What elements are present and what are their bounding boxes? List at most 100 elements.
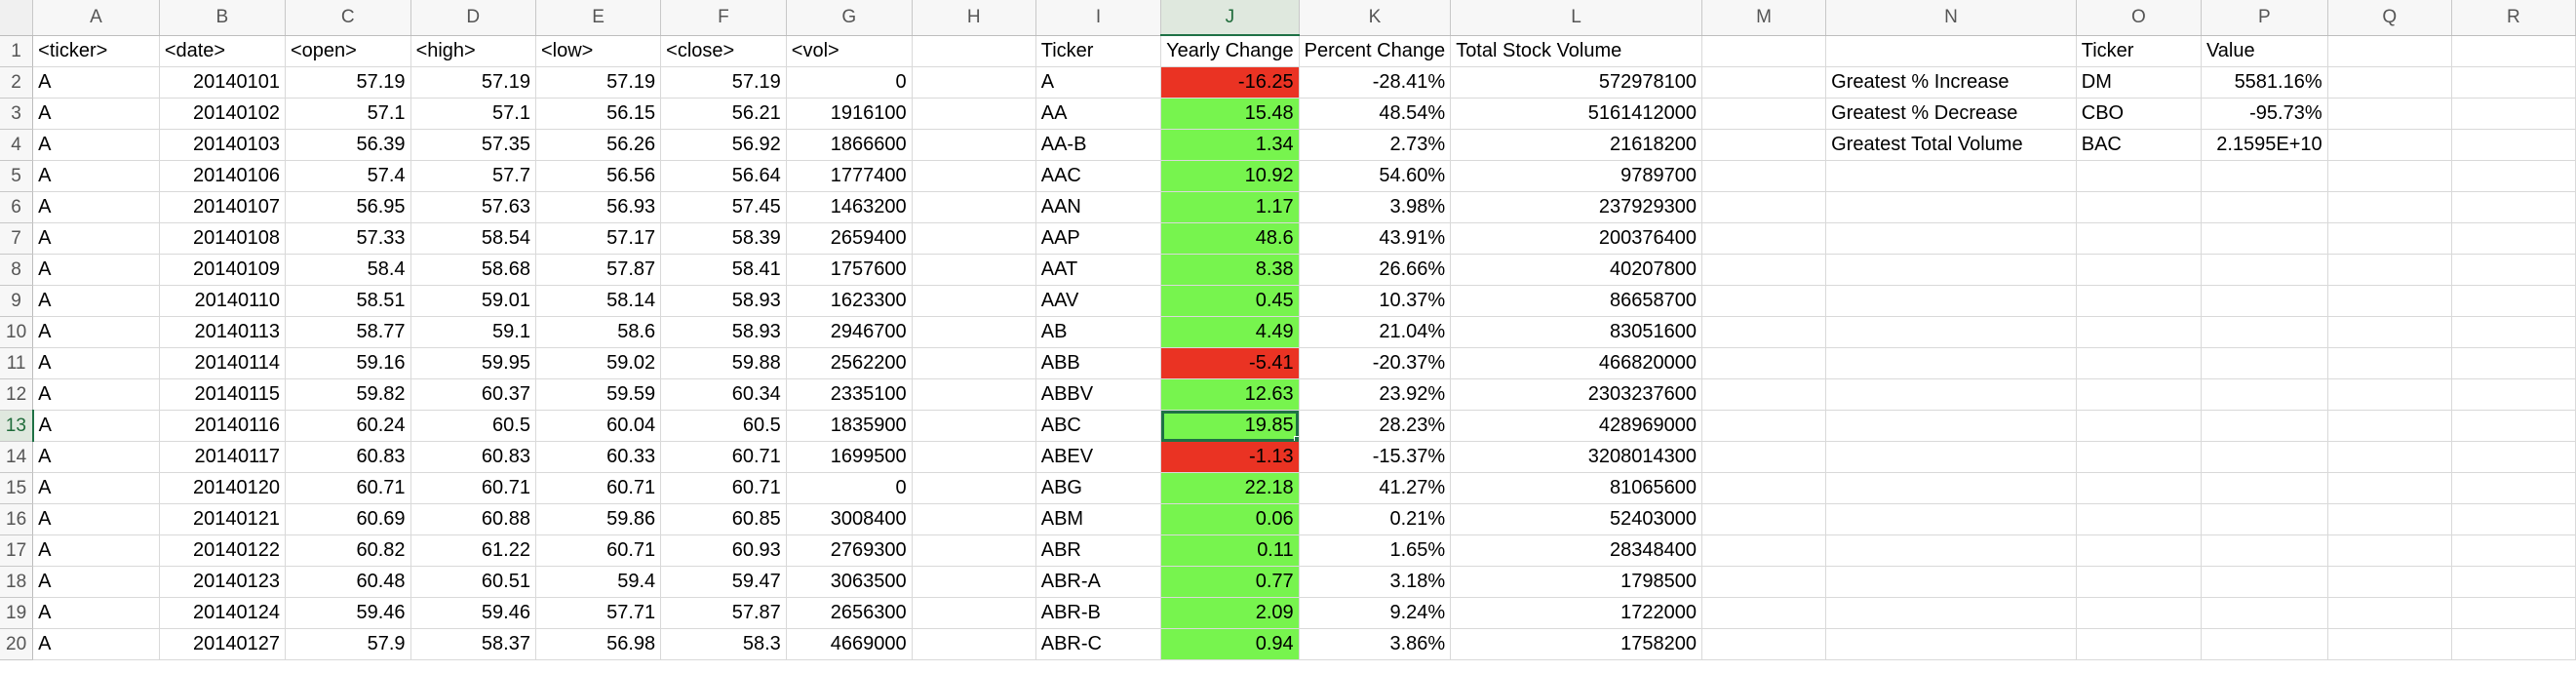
cell-h12[interactable] [912, 378, 1036, 411]
cell-q3[interactable] [2327, 98, 2452, 130]
cell-b18[interactable]: 20140123 [159, 566, 286, 598]
cell-p20[interactable] [2201, 628, 2328, 660]
cell-o3[interactable]: CBO [2076, 98, 2202, 130]
cell-b8[interactable]: 20140109 [159, 254, 286, 286]
cell-l14[interactable]: 3208014300 [1450, 441, 1702, 473]
cell-j14[interactable]: -1.13 [1160, 441, 1300, 473]
cell-b16[interactable]: 20140121 [159, 503, 286, 535]
cell-k14[interactable]: -15.37% [1299, 441, 1452, 473]
row-header[interactable]: 6 [0, 191, 34, 223]
cell-q9[interactable] [2327, 285, 2452, 317]
row-header[interactable]: 16 [0, 503, 34, 535]
cell-e17[interactable]: 60.71 [535, 534, 662, 567]
row-header[interactable]: 14 [0, 441, 34, 473]
cell-g10[interactable]: 2946700 [786, 316, 913, 348]
cell-i7[interactable]: AAP [1035, 222, 1162, 255]
cell-c13[interactable]: 60.24 [285, 410, 411, 442]
cell-h19[interactable] [912, 597, 1036, 629]
cell-c8[interactable]: 58.4 [285, 254, 411, 286]
cell-f11[interactable]: 59.88 [660, 347, 787, 379]
cell-c11[interactable]: 59.16 [285, 347, 411, 379]
cell-d5[interactable]: 57.7 [410, 160, 536, 192]
cell-j20[interactable]: 0.94 [1160, 628, 1300, 660]
cell-k2[interactable]: -28.41% [1299, 66, 1452, 99]
cell-k20[interactable]: 3.86% [1299, 628, 1452, 660]
cell-r10[interactable] [2451, 316, 2576, 348]
row-header[interactable]: 3 [0, 98, 34, 130]
cell-c2[interactable]: 57.19 [285, 66, 411, 99]
cell-e9[interactable]: 58.14 [535, 285, 662, 317]
cell-b20[interactable]: 20140127 [159, 628, 286, 660]
cell-n11[interactable] [1825, 347, 2077, 379]
cell-k9[interactable]: 10.37% [1299, 285, 1452, 317]
cell-q7[interactable] [2327, 222, 2452, 255]
cell-j8[interactable]: 8.38 [1160, 254, 1300, 286]
cell-q2[interactable] [2327, 66, 2452, 99]
cell-p3[interactable]: -95.73% [2201, 98, 2328, 130]
cell-k4[interactable]: 2.73% [1299, 129, 1452, 161]
cell-r14[interactable] [2451, 441, 2576, 473]
cell-h4[interactable] [912, 129, 1036, 161]
cell-h6[interactable] [912, 191, 1036, 223]
cell-p14[interactable] [2201, 441, 2328, 473]
cell-l15[interactable]: 81065600 [1450, 472, 1702, 504]
cell-i17[interactable]: ABR [1035, 534, 1162, 567]
cell-e1[interactable]: <low> [535, 35, 662, 67]
cell-g18[interactable]: 3063500 [786, 566, 913, 598]
cell-o10[interactable] [2076, 316, 2202, 348]
cell-f2[interactable]: 57.19 [660, 66, 787, 99]
cell-a15[interactable]: A [32, 472, 160, 504]
cell-m8[interactable] [1701, 254, 1827, 286]
column-header-n[interactable]: N [1825, 0, 2077, 36]
cell-l17[interactable]: 28348400 [1450, 534, 1702, 567]
cell-i9[interactable]: AAV [1035, 285, 1162, 317]
cell-n14[interactable] [1825, 441, 2077, 473]
cell-h10[interactable] [912, 316, 1036, 348]
cell-d2[interactable]: 57.19 [410, 66, 536, 99]
cell-h7[interactable] [912, 222, 1036, 255]
cell-m12[interactable] [1701, 378, 1827, 411]
cell-b6[interactable]: 20140107 [159, 191, 286, 223]
cell-g17[interactable]: 2769300 [786, 534, 913, 567]
cell-m13[interactable] [1701, 410, 1827, 442]
cell-c5[interactable]: 57.4 [285, 160, 411, 192]
cell-f19[interactable]: 57.87 [660, 597, 787, 629]
cell-i14[interactable]: ABEV [1035, 441, 1162, 473]
row-header[interactable]: 19 [0, 597, 34, 629]
cell-i20[interactable]: ABR-C [1035, 628, 1162, 660]
cell-l7[interactable]: 200376400 [1450, 222, 1702, 255]
cell-j15[interactable]: 22.18 [1160, 472, 1300, 504]
cell-h2[interactable] [912, 66, 1036, 99]
cell-p10[interactable] [2201, 316, 2328, 348]
cell-e11[interactable]: 59.02 [535, 347, 662, 379]
column-header-p[interactable]: P [2201, 0, 2328, 36]
column-header-b[interactable]: B [159, 0, 286, 36]
column-header-m[interactable]: M [1701, 0, 1827, 36]
cell-f17[interactable]: 60.93 [660, 534, 787, 567]
select-all-corner[interactable] [0, 0, 34, 36]
cell-e18[interactable]: 59.4 [535, 566, 662, 598]
cell-m16[interactable] [1701, 503, 1827, 535]
row-header[interactable]: 15 [0, 472, 34, 504]
cell-k3[interactable]: 48.54% [1299, 98, 1452, 130]
cell-k13[interactable]: 28.23% [1299, 410, 1452, 442]
column-header-d[interactable]: D [410, 0, 536, 36]
cell-l4[interactable]: 21618200 [1450, 129, 1702, 161]
cell-e8[interactable]: 57.87 [535, 254, 662, 286]
cell-e14[interactable]: 60.33 [535, 441, 662, 473]
cell-g8[interactable]: 1757600 [786, 254, 913, 286]
cell-e4[interactable]: 56.26 [535, 129, 662, 161]
cell-d10[interactable]: 59.1 [410, 316, 536, 348]
cell-j5[interactable]: 10.92 [1160, 160, 1300, 192]
cell-h18[interactable] [912, 566, 1036, 598]
cell-q15[interactable] [2327, 472, 2452, 504]
cell-c12[interactable]: 59.82 [285, 378, 411, 411]
cell-j4[interactable]: 1.34 [1160, 129, 1300, 161]
cell-r1[interactable] [2451, 35, 2576, 67]
cell-l16[interactable]: 52403000 [1450, 503, 1702, 535]
cell-m4[interactable] [1701, 129, 1827, 161]
cell-h1[interactable] [912, 35, 1036, 67]
cell-f20[interactable]: 58.3 [660, 628, 787, 660]
cell-b17[interactable]: 20140122 [159, 534, 286, 567]
cell-e13[interactable]: 60.04 [535, 410, 662, 442]
